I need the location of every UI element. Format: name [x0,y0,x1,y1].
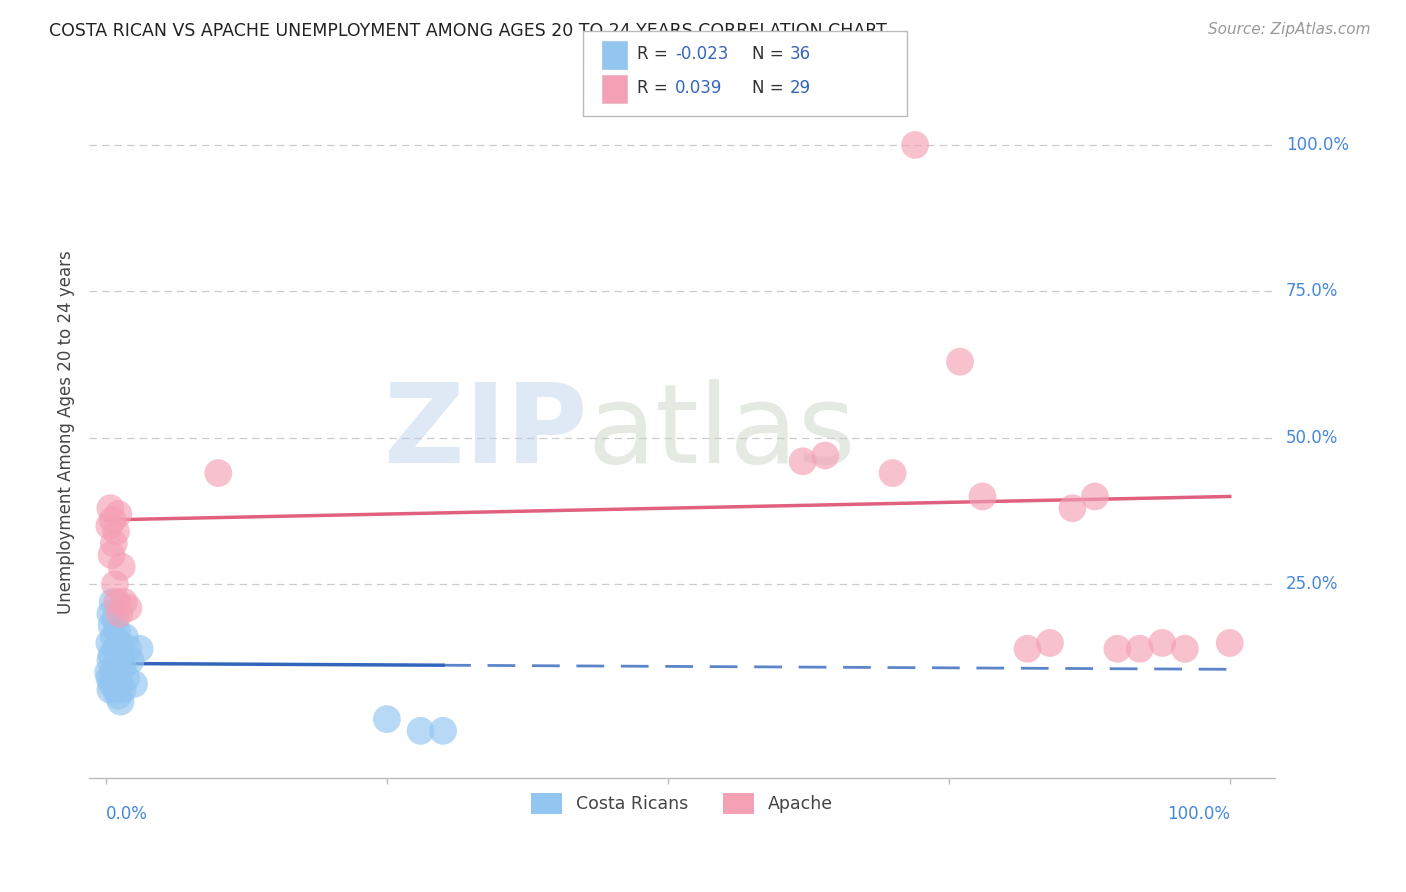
Point [814,449,837,463]
Point [104,577,127,591]
Text: 29: 29 [790,79,811,97]
Point [117,600,139,615]
Point [111,682,134,697]
Point [105,624,128,639]
Text: 0.0%: 0.0% [105,805,148,823]
Point [409,723,432,738]
Point [122,677,145,691]
Point [104,613,127,627]
Point [792,454,814,468]
Point [1129,641,1152,656]
Point [100,548,122,562]
Point [110,648,132,662]
Point [101,665,124,680]
Point [100,677,122,691]
Text: ZIP: ZIP [384,378,588,485]
Point [98,671,121,685]
Point [104,659,127,673]
Point [432,723,454,738]
Point [1084,490,1107,504]
Text: 100.0%: 100.0% [1167,805,1230,823]
Point [107,507,129,521]
Point [108,636,131,650]
Point [115,671,138,685]
Point [112,595,135,609]
Point [207,466,229,480]
Text: -0.023: -0.023 [675,45,728,63]
Point [105,682,128,697]
Text: Source: ZipAtlas.com: Source: ZipAtlas.com [1208,22,1371,37]
Point [1174,641,1197,656]
Point [107,689,129,703]
Point [108,677,131,691]
Point [105,524,128,539]
Text: R =: R = [637,45,673,63]
Point [98,636,121,650]
Point [105,595,128,609]
Legend: Costa Ricans, Apache: Costa Ricans, Apache [524,786,839,821]
Text: 50.0%: 50.0% [1286,429,1339,447]
Point [375,712,398,726]
Point [128,641,150,656]
Point [114,630,136,644]
Point [100,501,122,516]
Text: atlas: atlas [588,378,855,485]
Point [111,559,134,574]
Text: 25.0%: 25.0% [1286,575,1339,593]
Point [1219,636,1241,650]
Y-axis label: Unemployment Among Ages 20 to 24 years: Unemployment Among Ages 20 to 24 years [58,250,75,614]
Point [117,641,139,656]
Text: 36: 36 [790,45,811,63]
Text: N =: N = [752,45,789,63]
Text: N =: N = [752,79,789,97]
Point [1017,641,1039,656]
Point [105,641,128,656]
Text: 0.039: 0.039 [675,79,723,97]
Text: R =: R = [637,79,673,97]
Point [1062,501,1084,516]
Point [100,648,122,662]
Point [100,682,122,697]
Point [98,518,121,533]
Point [103,630,125,644]
Text: COSTA RICAN VS APACHE UNEMPLOYMENT AMONG AGES 20 TO 24 YEARS CORRELATION CHART: COSTA RICAN VS APACHE UNEMPLOYMENT AMONG… [49,22,887,40]
Point [1039,636,1062,650]
Point [1107,641,1129,656]
Point [108,607,131,621]
Point [949,355,972,369]
Point [904,137,927,152]
Point [120,653,142,667]
Point [100,653,122,667]
Point [103,665,125,680]
Point [105,671,128,685]
Point [972,490,994,504]
Point [107,653,129,667]
Point [110,694,132,708]
Point [1152,636,1174,650]
Point [111,659,134,673]
Point [97,665,120,680]
Point [101,513,124,527]
Point [100,607,122,621]
Text: 75.0%: 75.0% [1286,283,1339,301]
Point [101,595,124,609]
Point [103,536,125,550]
Point [100,618,122,632]
Point [882,466,904,480]
Text: 100.0%: 100.0% [1286,136,1348,154]
